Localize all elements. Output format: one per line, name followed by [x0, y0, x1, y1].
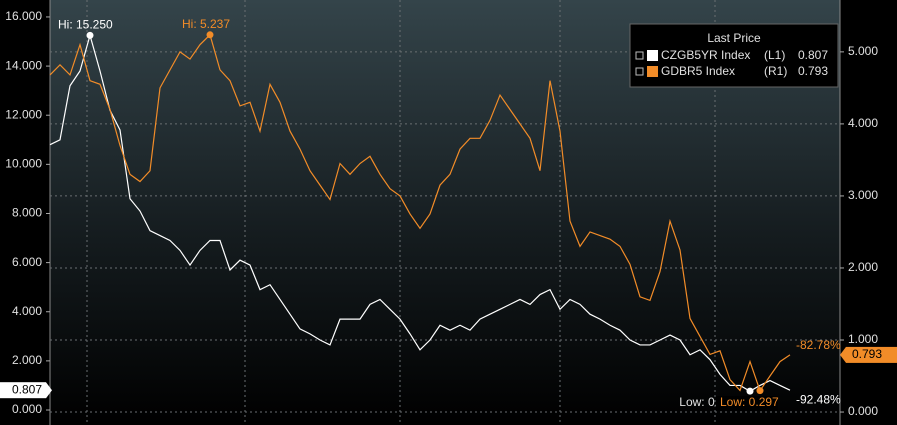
series-line [49, 33, 791, 392]
legend-name: GDBR5 Index [661, 64, 735, 78]
legend: Last Price CZGB5YR Index (L1) 0.807 GDBR5 In… [629, 23, 839, 88]
legend-swatch [647, 66, 658, 77]
y2-tick-label: 4.000 [848, 116, 878, 130]
high-marker [206, 31, 214, 39]
y-tick-label: 2.000 [12, 353, 42, 367]
y-tick-label: 10.000 [5, 157, 42, 171]
y-tick-label: 14.000 [5, 58, 42, 72]
last-tag-label: 0.807 [12, 382, 42, 396]
change-label: -82.78% [796, 338, 841, 352]
high-label: Hi: 15.250 [58, 18, 113, 32]
last-tag-arrow [46, 382, 52, 399]
legend-last: 0.807 [798, 48, 828, 62]
last-tag-label: 0.793 [852, 347, 882, 361]
legend-box [629, 23, 839, 88]
last-tag [0, 382, 46, 399]
y2-tick-label: 5.000 [848, 44, 878, 58]
legend-toggle [635, 67, 644, 76]
y2-tick-label: 3.000 [848, 188, 878, 202]
low-marker [756, 387, 764, 395]
high-label: Hi: 5.237 [182, 17, 230, 31]
legend-axis: (R1) [764, 64, 787, 78]
legend-title: Last Price [707, 31, 761, 45]
y-tick-label: 12.000 [5, 107, 42, 121]
y2-tick-label: 2.000 [848, 260, 878, 274]
legend-last: 0.793 [798, 64, 828, 78]
y-tick-label: 8.000 [12, 206, 42, 220]
legend-toggle [635, 51, 644, 60]
last-tag-arrow [840, 346, 846, 363]
high-marker [86, 31, 94, 39]
low-marker [746, 387, 754, 395]
low-label: Low: 0.297 [720, 395, 779, 409]
low-label-bg [716, 396, 778, 411]
y-tick-label: 0.000 [12, 402, 42, 416]
legend-name: CZGB5YR Index [661, 48, 750, 62]
y2-tick-label: 1.000 [848, 332, 878, 346]
last-tag [846, 346, 897, 363]
legend-swatch [647, 50, 658, 61]
y-tick-label: 6.000 [12, 255, 42, 269]
y-tick-label: 4.000 [12, 304, 42, 318]
series-line [49, 33, 791, 392]
legend-axis: (L1) [764, 48, 785, 62]
y2-tick-label: 0.000 [848, 404, 878, 418]
change-label: -92.48% [796, 392, 841, 406]
y-tick-label: 16.000 [5, 9, 42, 23]
